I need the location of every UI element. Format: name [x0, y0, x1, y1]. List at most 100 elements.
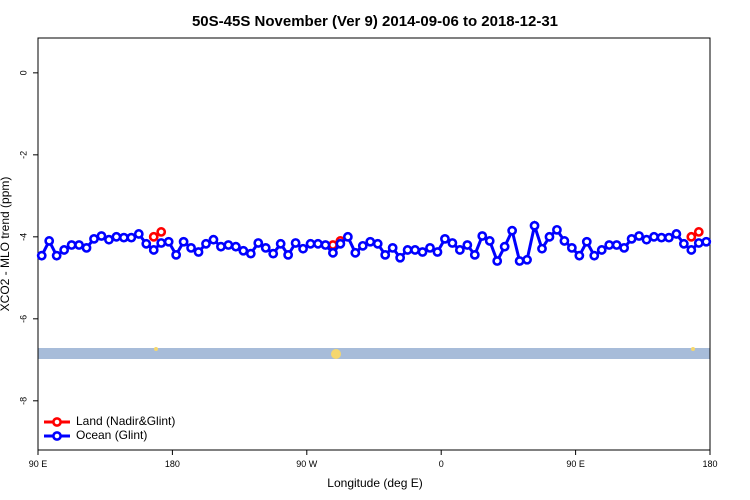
data-point [492, 256, 503, 266]
data-point [283, 249, 294, 260]
data-point [193, 247, 204, 257]
y-tick-label: -6 [18, 315, 28, 323]
data-point [589, 250, 600, 261]
data-point [693, 227, 704, 237]
data-point [678, 238, 689, 249]
data-point [604, 240, 615, 250]
x-tick-label: 180 [702, 459, 717, 469]
data-point [425, 242, 435, 253]
y-tick-label: -4 [18, 233, 28, 241]
chart-title: 50S-45S November (Ver 9) 2014-09-06 to 2… [192, 13, 558, 30]
data-point [395, 252, 406, 263]
data-point [335, 238, 346, 249]
data-point [216, 241, 226, 252]
data-point [357, 240, 368, 251]
data-point [619, 242, 630, 253]
data-point [201, 238, 211, 249]
data-point [514, 256, 525, 266]
data-point [253, 238, 264, 248]
x-tick-label: 0 [439, 459, 444, 469]
data-point [522, 254, 532, 265]
y-tick-label: 0 [18, 70, 28, 75]
data-point [544, 231, 555, 242]
data-point [686, 245, 697, 255]
data-point [111, 231, 122, 242]
data-point [559, 236, 570, 246]
data-point [469, 249, 480, 260]
data-point [320, 240, 331, 250]
data-point [238, 245, 249, 256]
data-point [156, 227, 167, 237]
data-point [641, 234, 652, 245]
data-point [305, 238, 316, 249]
data-point [51, 250, 62, 261]
legend-label: Ocean (Glint) [76, 428, 147, 442]
data-point [148, 231, 159, 242]
data-point [163, 236, 174, 247]
data-point [410, 245, 420, 255]
data-point [477, 231, 488, 241]
data-point [275, 238, 286, 249]
data-point [664, 232, 674, 243]
data-point [118, 232, 129, 243]
y-tick-label: -2 [18, 151, 28, 159]
data-point [223, 240, 234, 250]
data-point [268, 248, 279, 259]
data-point [89, 233, 99, 244]
legend-marker [52, 417, 62, 427]
data-point [693, 238, 704, 248]
data-point [260, 242, 271, 253]
data-point [499, 241, 510, 252]
data-point [462, 240, 473, 250]
data-point [574, 250, 585, 261]
data-point [432, 247, 443, 257]
data-point [74, 240, 84, 250]
data-point [342, 231, 353, 242]
data-point [328, 247, 338, 258]
data-point [66, 240, 77, 250]
data-point [350, 247, 361, 258]
data-point [208, 234, 219, 245]
data-point [417, 247, 428, 257]
data-point [566, 242, 577, 253]
x-tick-label: 90 E [566, 459, 585, 469]
data-point [290, 238, 301, 248]
data-point [178, 236, 189, 247]
y-tick-label: -8 [18, 397, 28, 405]
data-point [537, 243, 547, 254]
data-point [649, 231, 659, 242]
data-point [171, 249, 182, 260]
data-point [440, 233, 450, 244]
data-point [104, 234, 114, 245]
data-point [626, 233, 637, 244]
legend-label: Land (Nadir&Glint) [76, 414, 175, 428]
data-point [454, 245, 465, 255]
data-point [36, 250, 47, 261]
x-tick-label: 180 [165, 459, 180, 469]
data-point [611, 240, 622, 250]
land-mask-band [38, 348, 710, 359]
data-point [186, 242, 196, 253]
data-point [581, 236, 592, 247]
x-axis-label: Longitude (deg E) [327, 476, 422, 490]
data-point [387, 242, 398, 253]
data-point [313, 238, 323, 249]
data-point [81, 242, 92, 253]
y-axis-label: XCO2 - MLO trend (ppm) [0, 177, 12, 312]
data-point [552, 224, 562, 235]
data-point [656, 232, 667, 243]
data-point [447, 238, 458, 248]
data-point [245, 248, 256, 259]
data-point [380, 249, 391, 260]
data-point [59, 245, 70, 255]
data-point [402, 245, 413, 255]
data-point [671, 229, 682, 239]
data-point [686, 231, 697, 242]
data-point [148, 245, 159, 255]
data-point [701, 236, 712, 247]
data-point [44, 236, 55, 246]
x-tick-label: 90 W [296, 459, 318, 469]
data-point [507, 225, 518, 236]
data-point [96, 231, 107, 241]
